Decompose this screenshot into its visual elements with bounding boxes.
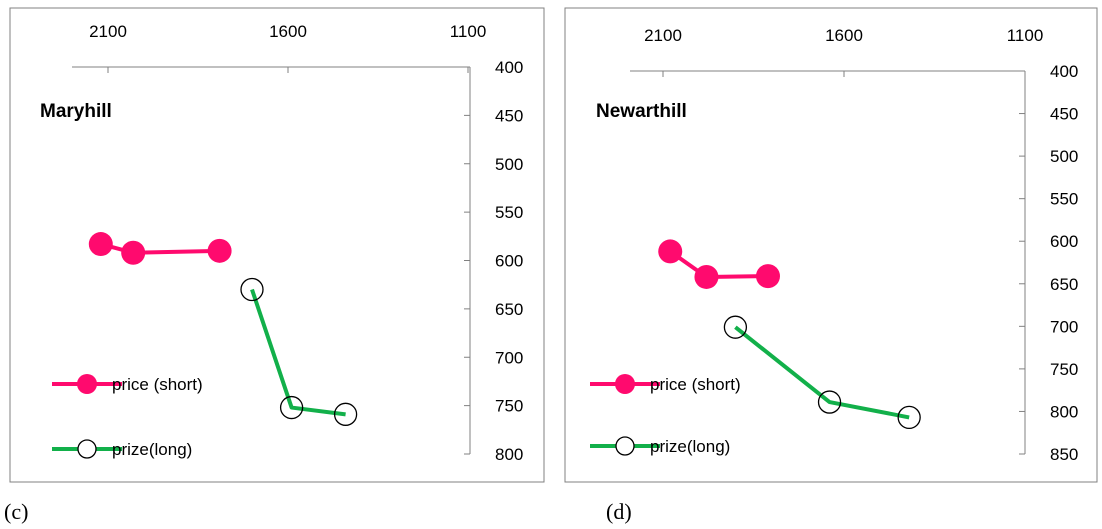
y-tick-label: 450 [1050, 105, 1078, 124]
plot-frame [9, 7, 545, 483]
panel-caption: (c) [4, 499, 28, 524]
y-tick-label: 750 [495, 397, 523, 416]
data-point-prize-long [897, 405, 921, 430]
data-point-price-short [88, 232, 113, 257]
legend-marker-prize-long [615, 436, 635, 456]
legend: price (short) prize(long) [52, 374, 203, 459]
data-point-price-short [207, 238, 232, 263]
y-tick-label: 400 [1050, 62, 1078, 81]
y-tick-label: 650 [1050, 275, 1078, 294]
data-point-price-short [694, 264, 719, 289]
legend-marker-price-short [615, 374, 635, 394]
data-point-prize-long [240, 277, 264, 302]
y-tick-label: 650 [495, 300, 523, 319]
x-tick-label: 1600 [269, 22, 307, 41]
y-tick-label: 500 [1050, 147, 1078, 166]
y-tick-label: 400 [495, 58, 523, 77]
series-line-price-short [669, 249, 769, 279]
x-tick-label: 1600 [825, 26, 863, 45]
series-line-prize-long [250, 288, 346, 417]
y-tick-label: 750 [1050, 360, 1078, 379]
chart-panel-d: 2100 1600 1100 400 450 500 550 600 650 700 750 800 8… [564, 7, 1098, 483]
legend-label-prize-long: prize(long) [650, 437, 730, 456]
y-tick-label: 450 [495, 106, 523, 125]
data-point-price-short [121, 240, 146, 265]
chart-title: Newarthill [596, 101, 687, 122]
panel-caption: (d) [606, 499, 632, 524]
legend-marker-price-short [77, 374, 97, 394]
chart-panel-c: 2100 1600 1100 400 450 500 550 600 650 700 750 800 M… [9, 7, 545, 483]
y-tick-label: 550 [495, 203, 523, 222]
series-line-price-short [100, 242, 220, 255]
data-point-prize-long [279, 395, 304, 420]
legend-label-price-short: price (short) [112, 375, 203, 394]
x-tick-label: 1100 [1007, 26, 1044, 45]
legend: price (short) prize(long) [590, 374, 741, 456]
y-tick-label: 850 [1050, 445, 1078, 464]
data-point-prize-long [723, 315, 748, 339]
y-tick-label: 550 [1050, 190, 1078, 209]
x-tick-label: 1100 [450, 22, 487, 41]
y-tick-label: 800 [1050, 402, 1078, 421]
y-tick-label: 600 [495, 252, 523, 271]
legend-label-price-short: price (short) [650, 375, 741, 394]
y-tick-label: 700 [495, 348, 523, 367]
legend-marker-prize-long [77, 439, 97, 459]
legend-label-prize-long: prize(long) [112, 440, 192, 459]
x-tick-label: 2100 [89, 22, 127, 41]
series-line-prize-long [734, 325, 910, 420]
plot-frame [564, 7, 1098, 483]
y-tick-label: 600 [1050, 232, 1078, 251]
y-tick-label: 800 [495, 445, 523, 464]
y-tick-label: 500 [495, 155, 523, 174]
data-point-prize-long [333, 402, 358, 426]
data-point-prize-long [817, 390, 842, 414]
data-point-price-short [755, 264, 780, 289]
x-tick-label: 2100 [644, 26, 682, 45]
data-point-price-short [658, 239, 683, 264]
chart-title: Maryhill [40, 101, 112, 122]
y-tick-label: 700 [1050, 317, 1078, 336]
